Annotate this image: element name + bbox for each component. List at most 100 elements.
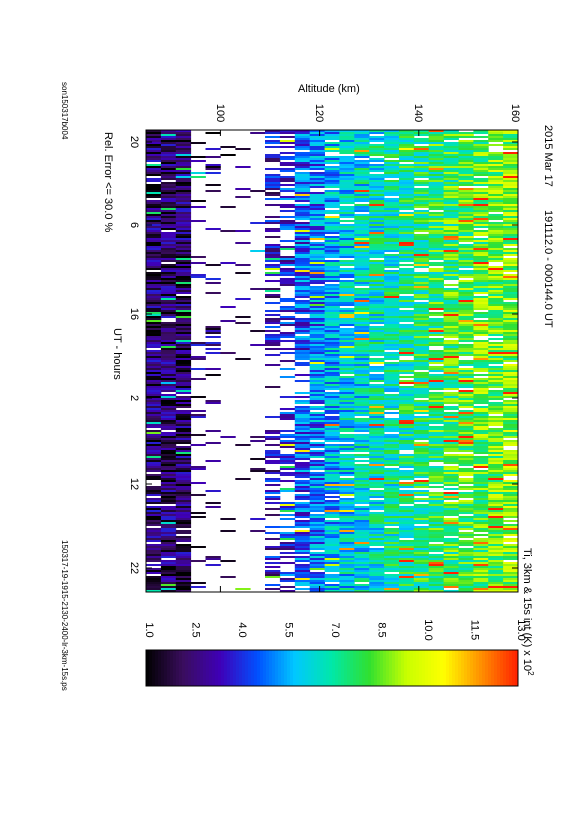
heatmap-cell: [324, 322, 340, 324]
heatmap-cell: [473, 254, 489, 256]
heatmap-cell: [458, 570, 474, 572]
heatmap-cell: [324, 206, 340, 208]
heatmap-cell: [488, 188, 504, 190]
heatmap-cell: [488, 210, 504, 212]
heatmap-cell: [503, 458, 519, 460]
heatmap-cell: [324, 178, 340, 180]
heatmap-cell: [384, 580, 400, 582]
heatmap-cell: [428, 180, 444, 182]
heatmap-cell: [175, 258, 192, 260]
heatmap-cell: [488, 202, 504, 204]
heatmap-cell: [443, 142, 459, 144]
heatmap-cell: [175, 254, 192, 256]
heatmap-cell: [413, 256, 430, 258]
heatmap-cell: [265, 480, 281, 482]
heatmap-cell: [354, 398, 370, 400]
heatmap-cell: [503, 532, 519, 534]
heatmap-cell: [339, 134, 355, 136]
heatmap-cell: [309, 346, 325, 348]
heatmap-cell: [503, 174, 519, 176]
heatmap-cell: [458, 402, 474, 404]
heatmap-cell: [190, 276, 206, 278]
heatmap-cell: [503, 202, 519, 204]
heatmap-cell: [309, 350, 325, 352]
heatmap-cell: [503, 312, 519, 314]
heatmap-cell: [428, 292, 444, 294]
heatmap-cell: [339, 492, 355, 494]
heatmap-cell: [324, 338, 340, 340]
heatmap-cell: [175, 194, 192, 196]
heatmap-cell: [503, 454, 519, 456]
heatmap-cell: [175, 218, 192, 220]
heatmap-cell: [265, 266, 281, 268]
heatmap-cell: [354, 540, 370, 542]
heatmap-cell: [413, 526, 430, 528]
heatmap-cell: [324, 366, 340, 368]
heatmap-cell: [354, 586, 370, 588]
heatmap-cell: [294, 400, 311, 402]
heatmap-cell: [354, 152, 370, 154]
heatmap-cell: [309, 528, 325, 530]
heatmap-cell: [309, 290, 325, 292]
heatmap-cell: [146, 568, 162, 570]
heatmap-cell: [413, 364, 430, 366]
heatmap-cell: [175, 540, 192, 542]
heatmap-cell: [503, 430, 519, 432]
heatmap-cell: [354, 284, 370, 286]
heatmap-cell: [309, 256, 325, 258]
heatmap-cell: [324, 474, 340, 476]
heatmap-cell: [384, 260, 400, 262]
heatmap-cell: [175, 334, 192, 336]
heatmap-cell: [488, 584, 504, 586]
heatmap-cell: [160, 440, 177, 442]
heatmap-cell: [279, 260, 296, 262]
heatmap-cell: [354, 342, 370, 344]
heatmap-cell: [428, 370, 444, 372]
heatmap-cell: [488, 308, 504, 310]
heatmap-cell: [354, 216, 370, 218]
heatmap-cell: [443, 308, 459, 310]
heatmap-cell: [175, 440, 192, 442]
heatmap-cell: [458, 322, 474, 324]
heatmap-cell: [503, 562, 519, 564]
colorbar-segment: [401, 650, 405, 686]
heatmap-cell: [428, 350, 444, 352]
heatmap-cell: [458, 238, 474, 240]
heatmap-cell: [324, 226, 340, 228]
heatmap-cell: [175, 426, 192, 428]
heatmap-cell: [146, 364, 162, 366]
heatmap-cell: [384, 266, 400, 268]
heatmap-cell: [294, 514, 311, 516]
heatmap-cell: [428, 574, 444, 576]
heatmap-cell: [384, 560, 400, 562]
heatmap-cell: [309, 134, 325, 136]
heatmap-cell: [339, 500, 355, 502]
heatmap-cell: [384, 520, 400, 522]
heatmap-cell: [413, 394, 430, 396]
heatmap-cell: [265, 174, 281, 176]
heatmap-cell: [175, 164, 192, 166]
heatmap-cell: [413, 548, 430, 550]
heatmap-cell: [458, 158, 474, 160]
heatmap-cell: [384, 584, 400, 586]
heatmap-cell: [488, 222, 504, 224]
heatmap-cell: [324, 370, 340, 372]
heatmap-cell: [458, 486, 474, 488]
heatmap-cell: [369, 252, 385, 254]
heatmap-cell: [384, 502, 400, 504]
heatmap-cell: [369, 490, 385, 492]
heatmap-cell: [294, 426, 311, 428]
heatmap-cell: [324, 216, 340, 218]
heatmap-cell: [503, 248, 519, 250]
heatmap-cell: [309, 462, 325, 464]
heatmap-cell: [413, 368, 430, 370]
heatmap-cell: [354, 502, 370, 504]
heatmap-cell: [146, 400, 162, 402]
heatmap-cell: [443, 556, 459, 558]
heatmap-cell: [146, 206, 162, 208]
heatmap-cell: [399, 476, 415, 478]
heatmap-cell: [443, 406, 459, 408]
heatmap-cell: [265, 514, 281, 516]
heatmap-cell: [399, 392, 415, 394]
heatmap-cell: [175, 332, 192, 334]
